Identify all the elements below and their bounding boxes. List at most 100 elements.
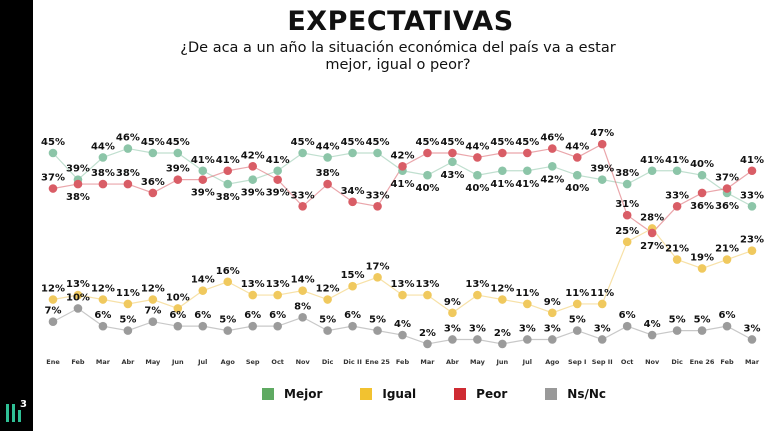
data-point [622, 179, 632, 189]
data-point [498, 339, 507, 349]
data-label: 10% [66, 292, 90, 303]
data-point [323, 295, 332, 304]
data-point [198, 166, 208, 176]
brand-sidebar: 3 [0, 0, 33, 431]
data-label: 3% [444, 323, 461, 334]
data-label: 27% [640, 241, 664, 252]
data-label: 37% [41, 173, 65, 184]
data-point [273, 321, 282, 331]
data-label: 45% [291, 137, 315, 148]
data-label: 6% [344, 310, 361, 321]
data-point [298, 312, 307, 322]
data-label: 40% [415, 183, 439, 194]
x-tick-label: Mar [420, 358, 435, 366]
data-point [148, 188, 158, 198]
data-point [523, 299, 532, 309]
data-point [647, 330, 657, 340]
x-tick-label: Sep [246, 358, 260, 366]
data-label: 8% [294, 301, 311, 312]
data-label: 44% [316, 141, 340, 152]
data-point [498, 295, 507, 304]
x-tick-label: Jul [522, 358, 532, 366]
data-label: 44% [465, 141, 489, 152]
data-point [348, 197, 357, 207]
data-point [523, 148, 532, 158]
data-label: 39% [66, 164, 90, 175]
data-point [448, 335, 457, 344]
data-label: 19% [690, 252, 714, 263]
data-point [423, 339, 432, 349]
x-tick-label: Mar [96, 358, 111, 366]
data-label: 16% [216, 266, 240, 277]
data-label: 45% [166, 137, 190, 148]
data-label: 39% [590, 164, 614, 175]
data-point [722, 255, 732, 264]
data-label: 38% [216, 192, 240, 203]
data-label: 6% [169, 310, 186, 321]
data-label: 13% [66, 279, 90, 290]
data-label: 41% [665, 155, 689, 166]
data-point [547, 335, 557, 344]
data-point [223, 179, 233, 189]
data-point [123, 144, 133, 153]
data-label: 12% [141, 284, 165, 295]
legend-item-peor: Peor [454, 387, 507, 401]
data-label: 41% [391, 179, 415, 190]
data-point [672, 166, 682, 176]
svg-text:3: 3 [20, 399, 27, 410]
legend-item-nsnc: Ns/Nc [545, 387, 606, 401]
x-tick-label: Jun [496, 358, 509, 366]
data-label: 6% [244, 310, 261, 321]
data-label: 40% [465, 183, 489, 194]
data-point [572, 153, 582, 162]
data-label: 12% [41, 284, 65, 295]
data-label: 31% [615, 199, 639, 210]
data-point [672, 326, 682, 335]
data-point [498, 166, 507, 176]
data-label: 25% [615, 226, 639, 237]
data-label: 6% [94, 310, 111, 321]
data-point [373, 148, 382, 158]
data-point [473, 290, 482, 300]
data-label: 38% [316, 168, 340, 179]
data-point [148, 295, 158, 304]
data-label: 14% [191, 275, 215, 286]
data-point [423, 170, 432, 180]
data-point [597, 175, 607, 184]
legend-item-mejor: Mejor [262, 387, 322, 401]
data-label: 45% [490, 137, 514, 148]
data-label: 10% [166, 292, 190, 303]
data-label: 39% [191, 188, 215, 199]
data-label: 44% [565, 141, 589, 152]
data-point [48, 148, 58, 158]
data-point [273, 290, 282, 300]
x-tick-label: May [470, 358, 486, 366]
data-point [298, 148, 307, 158]
data-label: 11% [590, 288, 614, 299]
data-point [123, 326, 133, 335]
data-label: 38% [66, 192, 90, 203]
data-point [572, 299, 582, 309]
data-point [48, 295, 58, 304]
data-label: 6% [719, 310, 736, 321]
data-label: 45% [41, 137, 65, 148]
data-label: 4% [644, 319, 661, 330]
x-tick-label: Ago [221, 358, 236, 366]
x-tick-label: Feb [71, 358, 85, 366]
data-point [248, 321, 258, 331]
data-point [173, 148, 183, 158]
data-label: 45% [415, 137, 439, 148]
data-point [547, 308, 557, 318]
data-label: 3% [519, 323, 536, 334]
data-point [423, 148, 432, 158]
data-label: 40% [690, 159, 714, 170]
x-tick-label: Ene [46, 358, 60, 366]
x-tick-label: Sep I [568, 358, 586, 366]
data-label: 11% [116, 288, 140, 299]
data-point [473, 335, 482, 344]
data-label: 45% [440, 137, 464, 148]
data-label: 2% [419, 328, 436, 339]
data-label: 13% [391, 279, 415, 290]
x-tick-label: Abr [121, 358, 135, 366]
x-tick-label: Feb [720, 358, 734, 366]
